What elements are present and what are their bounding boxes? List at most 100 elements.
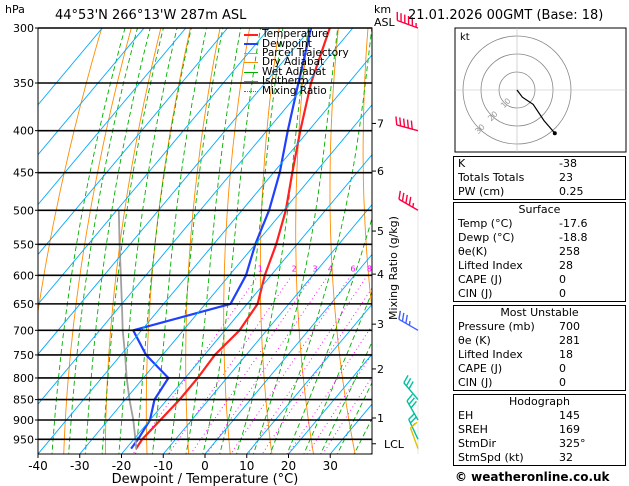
surface-row: CIN (J) 0 [454,287,625,301]
isotherm [38,28,187,206]
legend-swatch [244,52,258,54]
most-unstable-value: 0 [559,376,566,389]
most-unstable-value: 0 [559,362,566,375]
pressure-tick-label: 750 [13,349,34,362]
surface-value: 0 [559,287,566,300]
dry-adiabat [223,28,251,454]
dry-adiabat [104,28,162,454]
temp-tick-label: -10 [153,459,173,473]
hodograph-label: EH [458,409,474,422]
hodograph-value: 32 [559,451,573,464]
mixing-ratio-line [190,275,314,454]
hpa-unit-label: hPa [5,3,25,16]
index-value: 23 [559,171,573,184]
km-tick-label: 7 [377,117,384,130]
wind-barb-feather [398,190,402,200]
surface-row: Temp (°C) -17.6 [454,217,625,231]
wet-adiabat [303,290,372,454]
km-tick-label: 5 [377,225,384,238]
wet-adiabat [118,28,178,454]
mixing-ratio-label: 8 [367,264,372,273]
pressure-tick-label: 900 [13,414,34,427]
wind-barb-feather [408,196,412,206]
wind-barb-feather [410,421,418,429]
surface-row: θe(K) 258 [454,245,625,259]
temp-tick-label: 20 [281,459,296,473]
isotherm [38,28,354,405]
mixing-ratio-axis-title: Mixing Ratio (g/kg) [387,216,400,320]
mixing-ratio-line [206,275,329,454]
wind-barb-feather [395,116,398,126]
mixing-ratio-label: 2 [292,264,297,273]
index-label: K [458,157,466,170]
temp-tick-label: 0 [201,459,209,473]
x-axis-title: Dewpoint / Temperature (°C) [112,472,299,486]
surface-label: Temp (°C) [458,217,513,230]
km-tick-label: 3 [377,318,384,331]
wet-adiabat [84,28,151,454]
surface-value: 258 [559,245,580,258]
wind-barb-feather [405,378,412,387]
wet-adiabat [336,381,372,454]
wind-barb-feather [399,117,402,127]
surface-label: Lifted Index [458,259,523,272]
legend-item: Wet Adiabat [244,67,349,77]
legend-swatch [244,81,258,83]
dry-adiabat [63,28,132,454]
mixing-ratio-line [247,275,368,454]
mixing-ratio-label: 6 [350,264,355,273]
wind-barb-feather [406,119,410,129]
hodograph-row: SREH 169 [454,423,625,437]
legend-swatch [244,33,258,36]
surface-label: CAPE (J) [458,273,503,286]
dry-adiabat [38,28,103,315]
wind-barb-feather [406,393,413,402]
pressure-tick-label: 550 [13,238,34,251]
legend-item: Dewpoint [244,38,349,49]
km-unit-label: km [374,3,392,16]
wind-barb-feather [409,416,417,424]
surface-row: CAPE (J) 0 [454,273,625,287]
wind-barb-half-feather [408,320,411,326]
wind-barb-feather [408,397,415,405]
mixing-ratio-label: 3 [312,264,317,273]
wet-adiabat [68,28,138,454]
hodograph-title: Hodograph [509,395,570,408]
most-unstable-label: Pressure (mb) [458,320,535,333]
mixing-ratio-label: 4 [328,264,333,273]
index-row: K -38 [454,157,625,171]
pressure-tick-label: 300 [13,22,34,35]
legend-label: Parcel Trajectory [262,46,349,59]
legend-item: Isotherm [244,76,349,86]
most-unstable-row: CIN (J) 0 [454,376,625,390]
hodograph-row: StmDir 325° [454,437,625,451]
legend-item: Parcel Trajectory [244,46,349,59]
pressure-tick-label: 950 [13,433,34,446]
wind-barb-feather [403,374,409,384]
mixing-ratio-label: 20 [420,264,430,273]
hodograph-label: StmSpd (kt) [458,451,524,464]
index-value: -38 [559,157,577,170]
index-label: Totals Totals [458,171,525,184]
isotherm [38,54,372,454]
hodograph-label: StmDir [458,437,497,450]
hodograph-value: 325° [559,437,586,450]
most-unstable-title: Most Unstable [500,306,579,319]
surface-value: -18.8 [559,231,588,244]
pressure-tick-label: 450 [13,167,34,180]
mixing-ratio-line [230,275,352,454]
hodograph-label: SREH [458,423,488,436]
hodograph-row: EH 145 [454,409,625,423]
wind-barb-half-feather [412,202,415,208]
surface-row: Dewp (°C) -18.8 [454,231,625,245]
isotherm [162,203,372,454]
hodograph-unit-label: kt [460,32,470,43]
surface-label: θe(K) [458,245,488,258]
mixing-ratio-label: 15 [402,264,412,273]
mixing-ratio-line [307,353,372,454]
most-unstable-value: 700 [559,320,580,333]
hodograph-value: 169 [559,423,580,436]
surface-label: CIN (J) [458,287,493,300]
wind-barb-feather [408,381,414,390]
most-unstable-panel: Most Unstable Pressure (mb) 700 θe (K) 281 Li… [453,305,626,391]
